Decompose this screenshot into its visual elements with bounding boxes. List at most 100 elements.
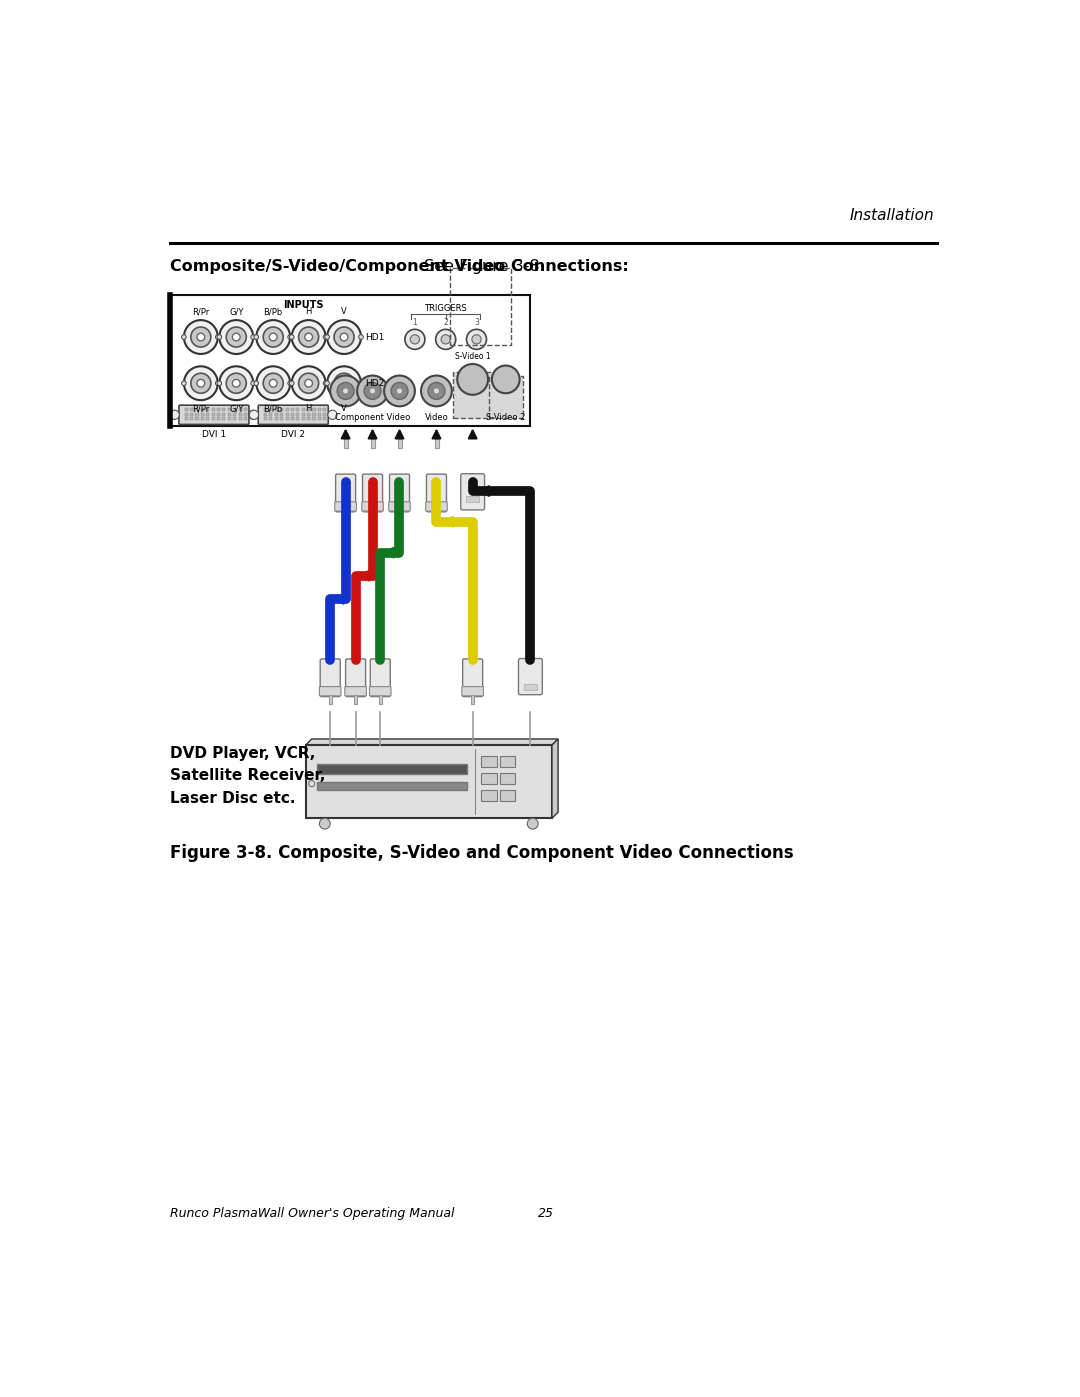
Circle shape [340,380,348,387]
Bar [397,439,402,448]
Circle shape [364,383,381,400]
Bar [524,685,537,690]
Polygon shape [306,739,558,745]
Bar [467,496,478,502]
Circle shape [217,381,221,386]
Bar [500,789,515,800]
Bar [206,412,210,415]
FancyBboxPatch shape [345,686,366,696]
Bar [280,408,283,411]
Bar [379,696,382,704]
Text: 2: 2 [443,319,448,327]
FancyBboxPatch shape [369,686,391,696]
Text: Component Video: Component Video [335,414,410,422]
Bar [190,418,193,420]
Bar [264,412,267,415]
Circle shape [232,334,240,341]
Circle shape [457,365,488,395]
Circle shape [256,320,291,353]
Circle shape [327,320,361,353]
Text: H: H [306,404,312,414]
Text: B/Pb: B/Pb [264,307,283,316]
Bar [318,408,321,411]
Bar [296,418,299,420]
Circle shape [340,334,348,341]
Text: INPUTS: INPUTS [283,300,324,310]
Circle shape [292,320,325,353]
Bar [318,782,468,789]
Text: 3: 3 [474,319,478,327]
Bar [323,412,326,415]
Circle shape [269,334,278,341]
Text: Figure 3-8. Composite, S-Video and Component Video Connections: Figure 3-8. Composite, S-Video and Compo… [170,844,794,862]
Bar [318,764,468,774]
Text: V: V [341,307,347,316]
Text: Composite/S-Video/Component Video Connections:: Composite/S-Video/Component Video Connec… [170,258,629,274]
Bar [285,408,288,411]
Text: DVI 1: DVI 1 [202,429,226,439]
Circle shape [421,376,451,407]
Bar [274,418,278,420]
Bar [233,408,237,411]
Circle shape [292,366,325,400]
Bar [264,408,267,411]
Text: S-Video 1: S-Video 1 [455,352,490,360]
Text: V: V [341,404,347,414]
Circle shape [359,335,363,339]
Circle shape [288,381,293,386]
Bar [481,773,497,784]
Bar [312,418,315,420]
Bar [269,408,272,411]
FancyBboxPatch shape [389,502,410,511]
Circle shape [219,320,253,353]
Bar [195,408,199,411]
Bar [307,408,310,411]
Bar [449,268,511,345]
Circle shape [327,366,361,400]
Circle shape [299,327,319,346]
Bar [264,418,267,420]
Bar [228,412,231,415]
Circle shape [433,388,440,394]
Text: 25: 25 [538,1207,554,1220]
Circle shape [323,381,328,386]
Text: G/Y: G/Y [229,307,243,316]
Bar [274,408,278,411]
Circle shape [232,380,240,387]
Bar [345,439,348,448]
Circle shape [357,376,388,407]
Text: H: H [306,307,312,316]
Text: HD1: HD1 [365,332,384,341]
Bar [190,412,193,415]
Text: Video: Video [424,414,448,422]
Text: B/Pb: B/Pb [264,404,283,414]
Bar [291,418,294,420]
Text: R/Pr: R/Pr [192,307,210,316]
Circle shape [309,781,314,787]
Circle shape [396,388,403,394]
Bar [170,295,530,426]
Bar [233,412,237,415]
Circle shape [251,381,256,386]
FancyBboxPatch shape [258,405,328,425]
Bar [190,408,193,411]
Circle shape [288,335,293,339]
Bar [239,408,242,411]
Circle shape [410,335,419,344]
FancyBboxPatch shape [362,502,383,511]
Circle shape [191,373,211,393]
Circle shape [264,373,283,393]
Text: R/Pr: R/Pr [192,404,210,414]
Bar [280,412,283,415]
Bar [222,408,226,411]
Circle shape [197,380,205,387]
FancyBboxPatch shape [363,474,382,511]
FancyBboxPatch shape [335,502,356,511]
Bar [318,418,321,420]
Circle shape [435,330,456,349]
Bar [435,439,438,448]
Bar [471,696,474,704]
Circle shape [216,381,220,386]
Text: See Figure 3-8.: See Figure 3-8. [419,258,544,274]
Circle shape [197,334,205,341]
